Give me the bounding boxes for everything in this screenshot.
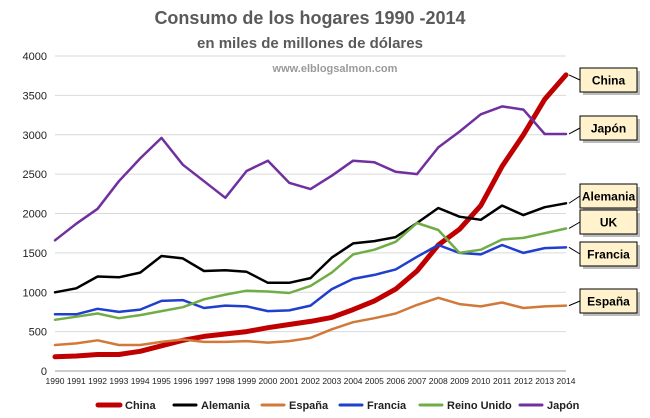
watermark: www.elblogsalmon.com	[272, 63, 398, 75]
gridlines	[55, 55, 566, 372]
y-tick-label: 2500	[23, 169, 47, 181]
x-tick-label: 1991	[67, 376, 86, 386]
callout-leader	[568, 246, 581, 255]
callout-leader	[568, 195, 581, 204]
callout-label: Alemania	[582, 190, 636, 204]
x-tick-label: 2013	[535, 376, 554, 386]
y-tick-label: 3500	[23, 90, 47, 102]
x-tick-label: 1998	[216, 376, 235, 386]
legend: China Alemania España Francia Reino Unido Jap…	[95, 400, 580, 412]
legend-label: China	[125, 400, 156, 412]
callout-box	[579, 115, 638, 141]
x-tick-label: 1997	[195, 376, 214, 386]
x-tick-label: 2004	[344, 376, 363, 386]
callout-leader	[568, 74, 581, 81]
callout-leader	[568, 221, 581, 229]
legend-label: Alemania	[201, 400, 251, 412]
y-tick-label: 3000	[23, 130, 47, 142]
x-tick-label: 2003	[322, 376, 341, 386]
x-tick-label: 2006	[386, 376, 405, 386]
x-tick-label: 2011	[493, 376, 512, 386]
y-axis: 0 500 1000 1500 2000 2500 3000 3500 4000	[23, 51, 47, 378]
x-tick-label: 2009	[450, 376, 469, 386]
x-tick-label: 2001	[280, 376, 299, 386]
callout-label: Francia	[587, 248, 630, 262]
callout-label: Japón	[591, 122, 626, 136]
legend-label: España	[289, 400, 329, 412]
callout-label: España	[587, 295, 630, 309]
callout-label: China	[592, 74, 626, 88]
x-tick-label: 2005	[365, 376, 384, 386]
callout-box	[579, 288, 638, 314]
y-tick-label: 1500	[23, 248, 47, 260]
x-tick-label: 1993	[109, 376, 128, 386]
series-line	[53, 202, 568, 294]
callout-box	[579, 67, 638, 93]
y-tick-label: 1000	[23, 287, 47, 299]
x-tick-label: 2007	[407, 376, 426, 386]
series-line	[53, 105, 568, 242]
legend-label: Reino Unido	[447, 400, 512, 412]
y-tick-label: 0	[41, 366, 47, 378]
callout-box	[579, 241, 638, 267]
callout-box	[579, 209, 638, 235]
x-tick-label: 2008	[429, 376, 448, 386]
callout-box	[579, 183, 638, 209]
callout-leader	[568, 300, 581, 307]
series-line	[52, 72, 569, 360]
series-line	[53, 221, 568, 322]
x-tick-label: 2002	[301, 376, 320, 386]
x-tick-label: 2014	[557, 376, 576, 386]
legend-label: Francia	[367, 400, 407, 412]
series-line	[53, 296, 568, 347]
series-callouts: China Alemania España Francia UK Japón	[568, 67, 640, 316]
series-lines	[52, 72, 569, 360]
chart-title: Consumo de los hogares 1990 -2014	[154, 8, 465, 28]
chart-subtitle: en miles de millones de dólares	[197, 35, 423, 52]
y-tick-label: 500	[29, 327, 47, 339]
series-line	[53, 243, 568, 316]
legend-label: Japón	[547, 400, 580, 412]
x-tick-label: 2010	[471, 376, 490, 386]
x-tick-label: 2000	[258, 376, 277, 386]
callout-label: UK	[600, 216, 618, 230]
x-tick-label: 1995	[152, 376, 171, 386]
x-tick-label: 1996	[173, 376, 192, 386]
x-tick-label: 1990	[46, 376, 65, 386]
x-tick-label: 1994	[131, 376, 150, 386]
x-tick-label: 1992	[88, 376, 107, 386]
y-tick-label: 4000	[23, 51, 47, 63]
x-tick-label: 2012	[514, 376, 533, 386]
y-tick-label: 2000	[23, 209, 47, 221]
callout-leader	[568, 127, 581, 135]
x-axis: 1990 1991 1992 1993 1994 1995 1996 1997 1998 1999…	[46, 376, 576, 386]
x-tick-label: 1999	[237, 376, 256, 386]
